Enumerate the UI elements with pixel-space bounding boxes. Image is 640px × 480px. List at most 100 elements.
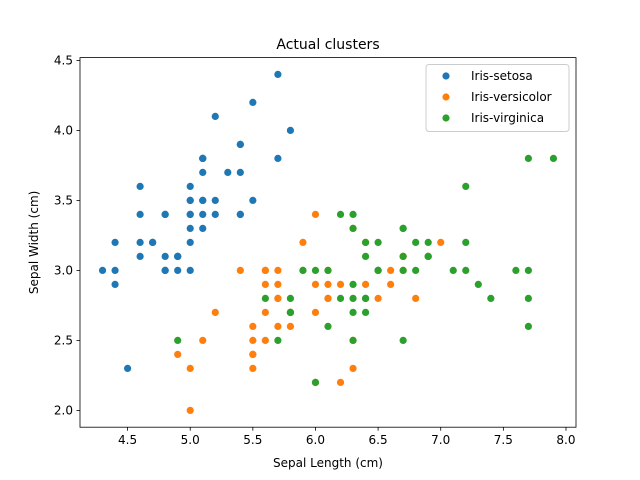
point-s2-6 <box>174 336 182 344</box>
point-s1-33 <box>311 308 320 316</box>
x-tick-label-3: 6.0 <box>306 433 325 447</box>
point-s1-45 <box>274 266 282 274</box>
point-s1-0 <box>437 238 445 246</box>
point-s1-7 <box>174 350 182 358</box>
point-s1-10 <box>186 406 194 414</box>
point-s1-40 <box>249 322 257 330</box>
point-s2-43 <box>412 238 420 246</box>
x-tick-label-1: 5.0 <box>181 433 200 447</box>
point-s1-8 <box>387 280 395 288</box>
legend-label-1: Iris-versicolor <box>471 90 552 104</box>
point-s2-22 <box>524 294 533 302</box>
x-tick-label-0: 4.5 <box>118 433 137 447</box>
point-s2-38 <box>311 266 320 274</box>
point-s0-42 <box>111 238 119 246</box>
point-s2-33 <box>349 294 357 302</box>
y-tick-label-2: 3.0 <box>54 264 73 278</box>
point-s1-46 <box>274 280 282 288</box>
point-s2-23 <box>349 308 357 316</box>
point-s2-27 <box>324 266 332 274</box>
point-s1-42 <box>286 322 295 330</box>
point-s2-49 <box>299 266 307 274</box>
legend-marker-2 <box>442 114 450 122</box>
legend-frame <box>425 64 570 132</box>
point-s0-46 <box>199 154 207 162</box>
y-tick-label-1: 2.5 <box>54 334 73 348</box>
point-s0-45 <box>161 266 169 274</box>
point-s0-14 <box>286 126 295 134</box>
point-s1-31 <box>249 350 257 358</box>
point-s0-18 <box>274 154 282 162</box>
x-tick-label-5: 7.0 <box>431 433 450 447</box>
point-s0-4 <box>186 182 194 190</box>
point-s2-30 <box>487 294 495 302</box>
point-s0-33 <box>249 98 257 106</box>
ticks-layer: 4.5 5.0 5.5 6.0 6.5 7.0 7.5 8.0 2.0 2.5 3.0 3.5 4.0 4… <box>54 54 576 448</box>
point-s1-23 <box>324 294 332 302</box>
point-s2-11 <box>361 308 370 316</box>
point-s0-48 <box>224 168 232 176</box>
plot-frame <box>79 57 577 428</box>
point-s2-34 <box>324 322 332 330</box>
point-s1-49 <box>274 294 282 302</box>
x-tick-label-7: 8.0 <box>556 433 575 447</box>
point-s2-40 <box>399 252 407 260</box>
point-s1-19 <box>261 336 269 344</box>
point-s0-10 <box>236 168 244 176</box>
point-s2-12 <box>412 266 420 274</box>
point-s1-39 <box>249 336 257 344</box>
point-s2-21 <box>261 294 269 302</box>
point-s0-37 <box>174 252 182 260</box>
point-s0-39 <box>199 210 207 218</box>
point-s2-47 <box>374 266 382 274</box>
point-s2-29 <box>462 266 470 274</box>
point-s0-41 <box>124 364 132 372</box>
point-s0-1 <box>174 266 182 274</box>
point-s2-0 <box>349 224 357 232</box>
point-s0-31 <box>236 210 244 218</box>
y-axis-label: Sepal Width (cm) <box>27 191 41 294</box>
point-s2-3 <box>349 280 357 288</box>
y-tick-label-0: 2.0 <box>54 404 73 418</box>
point-s2-48 <box>336 210 345 218</box>
point-s2-2 <box>449 266 457 274</box>
point-s2-32 <box>361 294 370 302</box>
point-s1-14 <box>261 280 269 288</box>
point-s1-47 <box>336 280 345 288</box>
point-s1-37 <box>349 364 357 372</box>
point-s1-3 <box>249 364 257 372</box>
point-s1-20 <box>299 238 307 246</box>
point-s0-15 <box>274 70 282 78</box>
point-s0-28 <box>211 210 219 218</box>
x-tick-label-6: 7.5 <box>494 433 513 447</box>
point-s2-20 <box>424 238 432 246</box>
point-s0-32 <box>211 112 219 120</box>
point-s2-17 <box>524 154 533 162</box>
point-s0-43 <box>186 196 194 204</box>
point-s2-46 <box>349 336 357 344</box>
legend-label-0: Iris-setosa <box>471 69 533 83</box>
y-tick-label-5: 4.5 <box>54 54 73 68</box>
point-s2-35 <box>524 266 533 274</box>
point-s0-8 <box>111 280 119 288</box>
y-tick-label-4: 4.0 <box>54 124 73 138</box>
point-s2-25 <box>462 238 470 246</box>
point-s2-7 <box>474 280 482 288</box>
point-s0-26 <box>186 210 194 218</box>
point-s2-42 <box>286 308 295 316</box>
y-tick-label-3: 3.5 <box>54 194 73 208</box>
point-s2-8 <box>399 336 407 344</box>
x-axis-label: Sepal Length (cm) <box>273 456 383 470</box>
point-s1-4 <box>374 294 382 302</box>
point-s1-18 <box>336 378 345 386</box>
point-s2-45 <box>399 266 407 274</box>
point-s1-28 <box>311 280 320 288</box>
point-s2-14 <box>286 294 295 302</box>
legend: Iris-setosa Iris-versicolor Iris-virginica <box>425 64 570 132</box>
point-s1-9 <box>211 308 219 316</box>
point-s0-38 <box>111 266 119 274</box>
point-s1-38 <box>261 266 269 274</box>
point-s1-25 <box>387 266 395 274</box>
point-s2-44 <box>399 224 407 232</box>
